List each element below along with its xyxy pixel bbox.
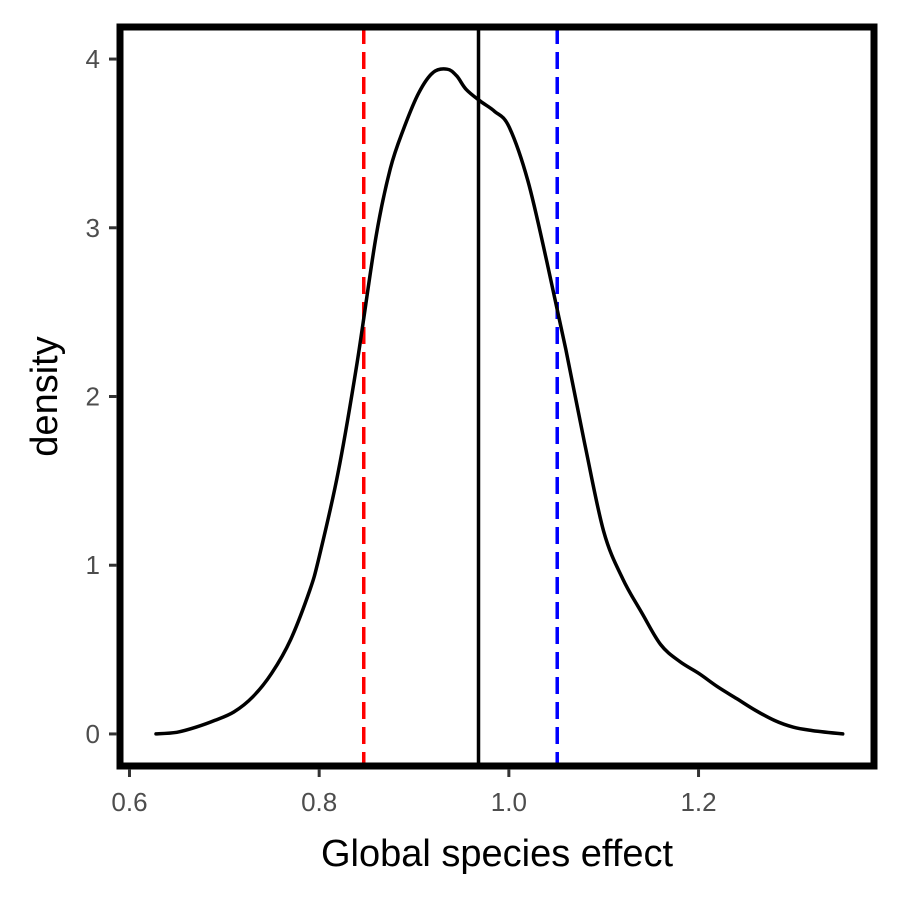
panel-border bbox=[116, 23, 878, 770]
density-curve-layer bbox=[154, 67, 845, 736]
y-tick-label: 0 bbox=[86, 719, 100, 749]
reference-lines bbox=[361, 27, 559, 766]
y-axis: 0 1 2 3 4 bbox=[86, 44, 117, 749]
x-axis: 0.6 0.8 1.0 1.2 bbox=[111, 769, 717, 817]
y-tick-label: 4 bbox=[86, 44, 100, 74]
density-curve-1 bbox=[154, 67, 845, 736]
y-axis-title: density bbox=[24, 336, 66, 456]
x-tick-label: 0.6 bbox=[111, 787, 147, 817]
y-tick-label: 3 bbox=[86, 213, 100, 243]
y-tick-label: 1 bbox=[86, 550, 100, 580]
x-tick-label: 0.8 bbox=[301, 787, 337, 817]
y-tick-label: 2 bbox=[86, 382, 100, 412]
x-tick-label: 1.2 bbox=[680, 787, 716, 817]
x-tick-label: 1.0 bbox=[491, 787, 527, 817]
x-axis-title: Global species effect bbox=[321, 833, 673, 875]
